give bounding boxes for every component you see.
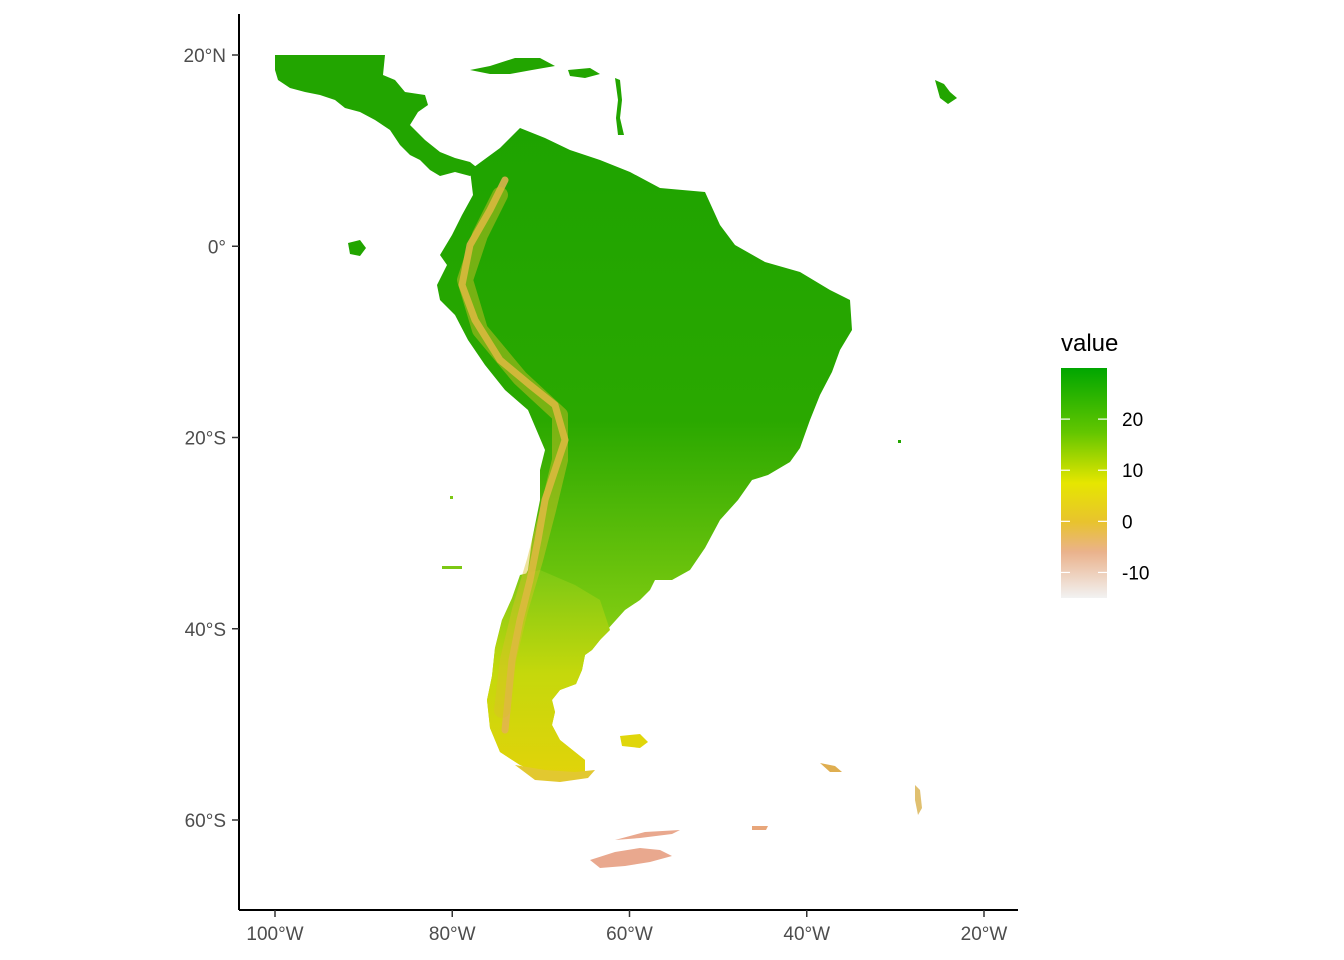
hispaniola-island bbox=[568, 68, 600, 78]
legend: value 20 10 0 -10 bbox=[1061, 330, 1149, 598]
y-tick-label: 20°S bbox=[185, 429, 226, 450]
south-georgia-island bbox=[820, 763, 842, 772]
south-sandwich-islands bbox=[915, 785, 922, 815]
x-tick-label: 40°W bbox=[783, 924, 830, 945]
juan-fernandez-islands bbox=[442, 566, 462, 569]
legend-title: value bbox=[1061, 330, 1118, 357]
x-axis-ticks: 100°W 80°W 60°W 40°W 20°W bbox=[246, 910, 1007, 945]
legend-break-label: 10 bbox=[1122, 461, 1143, 482]
x-tick-label: 100°W bbox=[246, 924, 303, 945]
cuba-island bbox=[470, 58, 555, 74]
x-tick-label: 60°W bbox=[606, 924, 653, 945]
san-felix-island bbox=[450, 496, 453, 499]
south-shetland-islands bbox=[615, 830, 680, 840]
antarctic-peninsula bbox=[590, 848, 672, 868]
y-tick-label: 60°S bbox=[185, 811, 226, 832]
falkland-islands bbox=[620, 734, 648, 748]
legend-break-label: 0 bbox=[1122, 512, 1133, 533]
fernando-de-noronha bbox=[898, 440, 901, 443]
legend-break-label: -10 bbox=[1122, 563, 1149, 584]
andes-ridge-highlight bbox=[457, 187, 568, 718]
y-axis-ticks: 20°N 0° 20°S 40°S 60°S bbox=[184, 46, 239, 832]
south-orkney-islands bbox=[752, 826, 768, 830]
central-america-landmass bbox=[275, 55, 480, 176]
lesser-antilles bbox=[615, 78, 624, 135]
tierra-del-fuego bbox=[515, 765, 595, 782]
x-tick-label: 20°W bbox=[961, 924, 1008, 945]
cape-verde-islands bbox=[935, 80, 957, 104]
galapagos-islands bbox=[348, 240, 366, 256]
andes-ridge bbox=[458, 176, 569, 734]
y-tick-label: 0° bbox=[208, 237, 226, 258]
legend-break-label: 20 bbox=[1122, 410, 1143, 431]
axes: 100°W 80°W 60°W 40°W 20°W 20°N 0° 20°S 40°S 60°S bbox=[184, 14, 1018, 945]
y-tick-label: 40°S bbox=[185, 620, 226, 641]
land-layer bbox=[275, 55, 957, 868]
y-tick-label: 20°N bbox=[184, 46, 226, 67]
legend-ticks: 20 10 0 -10 bbox=[1061, 410, 1149, 584]
x-tick-label: 80°W bbox=[429, 924, 476, 945]
legend-colorbar bbox=[1061, 368, 1107, 598]
